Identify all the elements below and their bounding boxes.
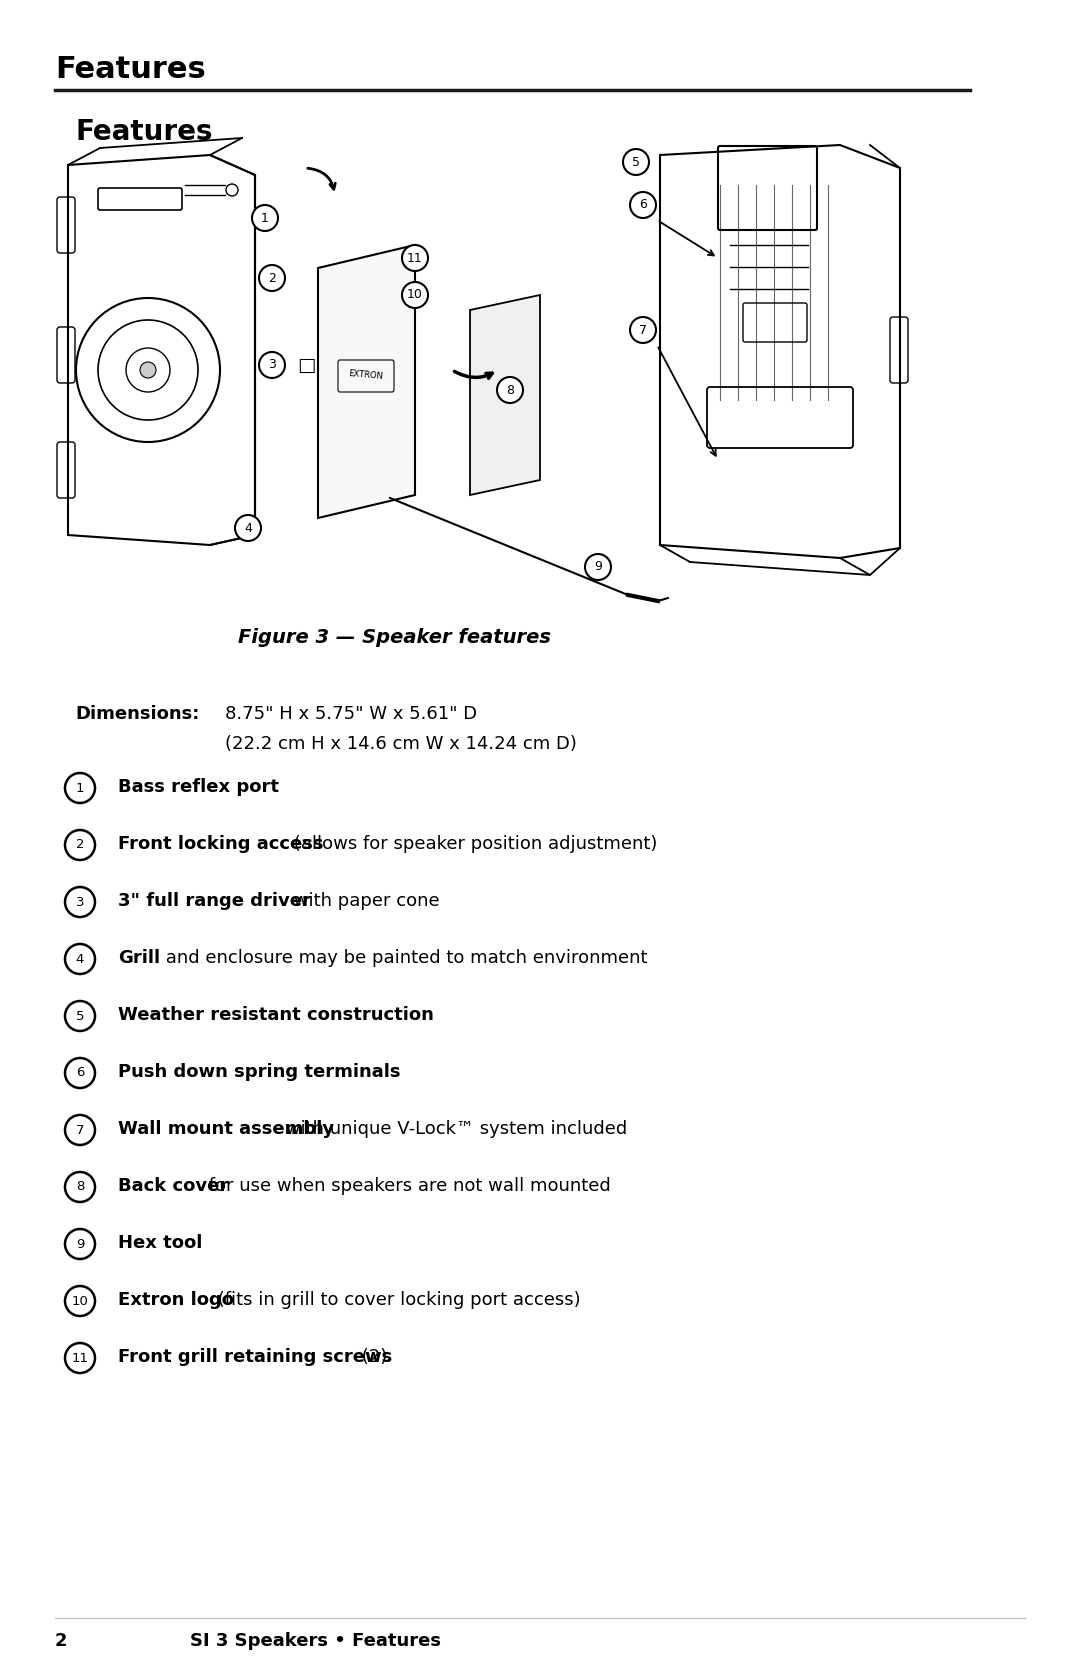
Text: 7: 7 — [76, 1123, 84, 1137]
Text: (22.2 cm H x 14.6 cm W x 14.24 cm D): (22.2 cm H x 14.6 cm W x 14.24 cm D) — [225, 734, 577, 753]
Text: 4: 4 — [76, 953, 84, 965]
Circle shape — [630, 192, 656, 219]
Circle shape — [259, 352, 285, 377]
Text: 8: 8 — [76, 1180, 84, 1193]
Text: and enclosure may be painted to match environment: and enclosure may be painted to match en… — [161, 950, 648, 966]
Circle shape — [259, 265, 285, 290]
Text: 7: 7 — [639, 324, 647, 337]
Text: Extron logo: Extron logo — [118, 1292, 234, 1308]
Text: Features: Features — [75, 118, 213, 145]
Text: Front locking access: Front locking access — [118, 834, 324, 853]
Text: 3: 3 — [76, 896, 84, 908]
Text: (allows for speaker position adjustment): (allows for speaker position adjustment) — [288, 834, 658, 853]
Circle shape — [140, 362, 156, 377]
Circle shape — [65, 945, 95, 975]
Text: □: □ — [297, 355, 315, 374]
Text: Back cover: Back cover — [118, 1177, 228, 1195]
Circle shape — [65, 1058, 95, 1088]
Circle shape — [252, 205, 278, 230]
Text: 9: 9 — [594, 561, 602, 574]
Text: (2): (2) — [356, 1349, 388, 1365]
Text: Bass reflex port: Bass reflex port — [118, 778, 279, 796]
Text: EXTRON: EXTRON — [348, 369, 383, 381]
Text: Dimensions:: Dimensions: — [75, 704, 200, 723]
Circle shape — [402, 245, 428, 270]
Text: Hex tool: Hex tool — [118, 1233, 202, 1252]
Text: 11: 11 — [71, 1352, 89, 1365]
Circle shape — [65, 886, 95, 916]
Text: Features: Features — [55, 55, 206, 83]
Text: 1: 1 — [261, 212, 269, 225]
Circle shape — [623, 149, 649, 175]
Text: Wall mount assembly: Wall mount assembly — [118, 1120, 334, 1138]
Text: 6: 6 — [76, 1066, 84, 1080]
Text: 5: 5 — [632, 155, 640, 169]
Text: 2: 2 — [76, 838, 84, 851]
Text: 10: 10 — [407, 289, 423, 302]
Circle shape — [65, 1228, 95, 1258]
Text: 9: 9 — [76, 1237, 84, 1250]
Circle shape — [65, 773, 95, 803]
Text: 3" full range driver: 3" full range driver — [118, 891, 311, 910]
Text: SI 3 Speakers • Features: SI 3 Speakers • Features — [190, 1632, 441, 1651]
Text: 8: 8 — [507, 384, 514, 397]
Circle shape — [65, 829, 95, 860]
Circle shape — [65, 1115, 95, 1145]
Circle shape — [630, 317, 656, 344]
Text: 8.75" H x 5.75" W x 5.61" D: 8.75" H x 5.75" W x 5.61" D — [225, 704, 477, 723]
Text: with paper cone: with paper cone — [288, 891, 440, 910]
Circle shape — [585, 554, 611, 581]
Text: Figure 3 — Speaker features: Figure 3 — Speaker features — [239, 628, 552, 648]
Text: Push down spring terminals: Push down spring terminals — [118, 1063, 401, 1082]
Text: Front grill retaining screws: Front grill retaining screws — [118, 1349, 392, 1365]
Circle shape — [65, 1001, 95, 1031]
Circle shape — [402, 282, 428, 309]
Text: Weather resistant construction: Weather resistant construction — [118, 1006, 434, 1025]
Polygon shape — [318, 245, 415, 517]
Text: Grill: Grill — [118, 950, 160, 966]
Text: for use when speakers are not wall mounted: for use when speakers are not wall mount… — [203, 1177, 611, 1195]
Text: (fits in grill to cover locking port access): (fits in grill to cover locking port acc… — [212, 1292, 580, 1308]
Text: with unique V-Lock™ system included: with unique V-Lock™ system included — [280, 1120, 626, 1138]
Text: 3: 3 — [268, 359, 275, 372]
Text: 6: 6 — [639, 199, 647, 212]
Text: 4: 4 — [244, 521, 252, 534]
Circle shape — [235, 516, 261, 541]
Circle shape — [65, 1287, 95, 1315]
Text: 1: 1 — [76, 781, 84, 794]
Circle shape — [497, 377, 523, 402]
Text: 10: 10 — [71, 1295, 89, 1307]
Text: 5: 5 — [76, 1010, 84, 1023]
Text: 11: 11 — [407, 252, 423, 264]
Circle shape — [65, 1344, 95, 1374]
Circle shape — [65, 1172, 95, 1202]
Text: 2: 2 — [268, 272, 275, 284]
Polygon shape — [470, 295, 540, 496]
Text: 2: 2 — [55, 1632, 67, 1651]
